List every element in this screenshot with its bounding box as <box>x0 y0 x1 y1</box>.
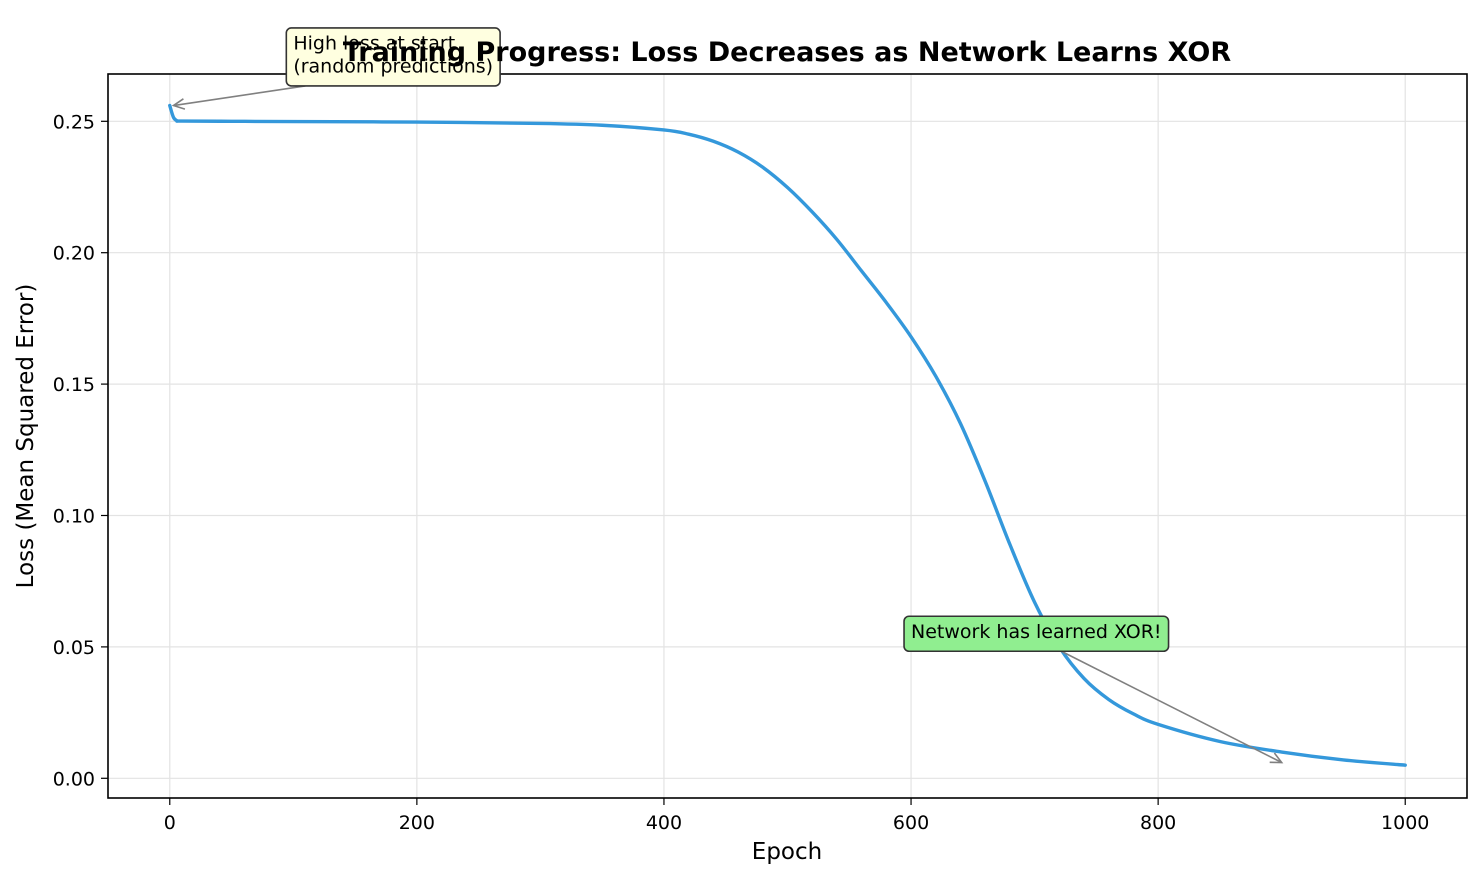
annotation-arrowhead <box>171 98 186 110</box>
x-tick-label: 200 <box>399 812 435 834</box>
end-annotation: Network has learned XOR! <box>903 615 1284 764</box>
y-tick-label: 0.05 <box>53 637 95 659</box>
y-tick-label: 0.20 <box>53 243 95 265</box>
annotation-text: (random predictions) <box>293 55 493 77</box>
x-tick-label: 400 <box>646 812 682 834</box>
x-tick-label: 1000 <box>1381 812 1429 834</box>
start-annotation: High loss at start(random predictions) <box>171 27 501 110</box>
annotation-text: High loss at start <box>293 32 455 54</box>
y-axis-label: Loss (Mean Squared Error) <box>13 284 39 589</box>
annotation-text: Network has learned XOR! <box>911 621 1161 643</box>
x-tick-label: 0 <box>164 812 176 834</box>
loss-series-line <box>168 103 1407 767</box>
plot-frame <box>107 73 1468 799</box>
line-layer <box>168 103 1407 767</box>
x-tick-label: 800 <box>1140 812 1176 834</box>
x-axis-label: Epoch <box>752 839 822 865</box>
annotation-box <box>285 27 501 87</box>
annotation-arrow <box>173 85 306 107</box>
annotation-arrowhead <box>1269 752 1284 764</box>
x-tick-label: 600 <box>893 812 929 834</box>
y-tick-label: 0.15 <box>53 374 95 396</box>
annotation-box <box>903 615 1170 653</box>
y-tick-label: 0.10 <box>53 505 95 527</box>
tick-layer: 0 200 400 600 800 1000 0.00 0.05 0.10 0.15 0.20 0.2… <box>53 111 1430 834</box>
grid-layer <box>108 74 1467 798</box>
y-tick-label: 0.00 <box>53 768 95 790</box>
chart-title: Training Progress: Loss Decreases as Net… <box>343 37 1232 68</box>
annotation-layer: High loss at start(random predictions) Ne… <box>171 27 1284 764</box>
annotation-arrow <box>1060 650 1283 764</box>
y-tick-label: 0.25 <box>53 111 95 133</box>
